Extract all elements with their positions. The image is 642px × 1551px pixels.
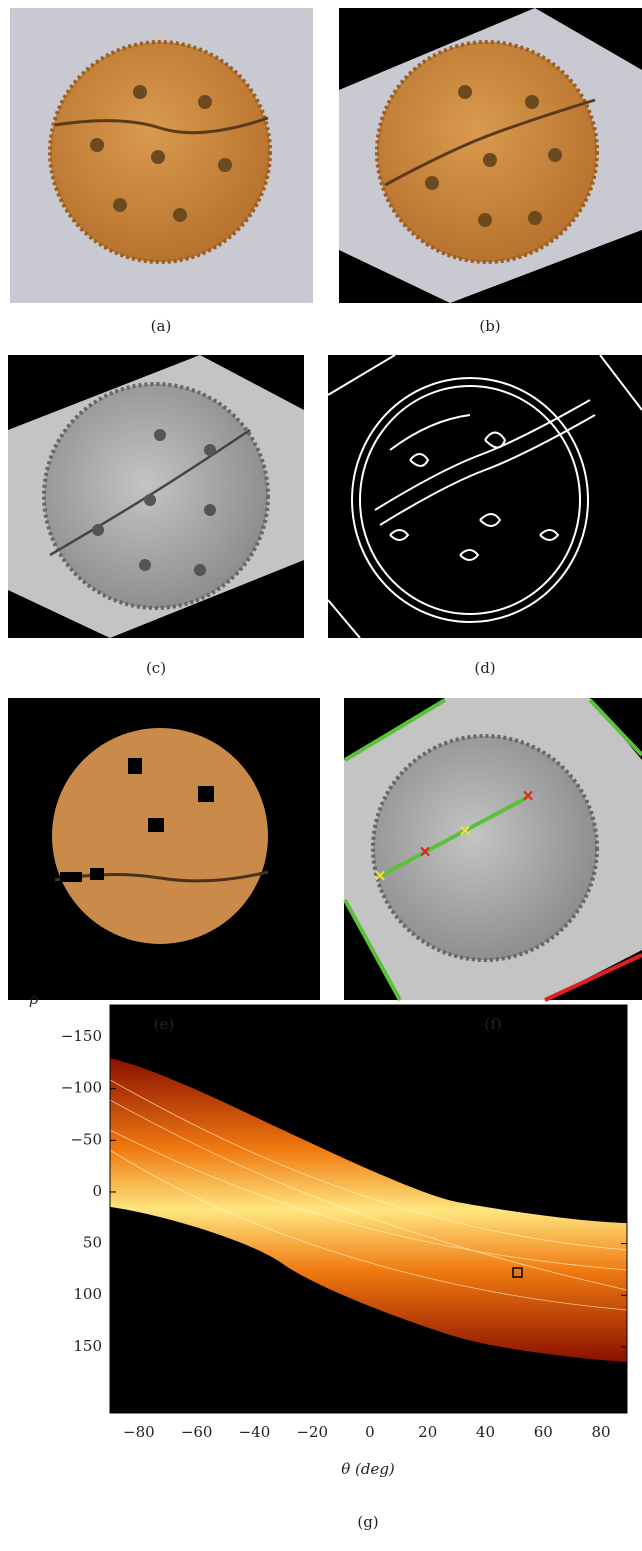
y-tick-label: −150: [61, 1027, 102, 1045]
svg-text:✕: ✕: [374, 867, 387, 885]
panel-label: (c): [146, 659, 166, 677]
figure: ✕ ✕ ✕ ✕ (a) (b) (c) (d) (e) (f) (g) θ (deg)…: [0, 0, 642, 1551]
page-body: ✕ ✕ ✕ ✕ (a) (b) (c) (d) (e) (f) (g) θ (deg)…: [0, 0, 642, 1551]
y-tick-label: 0: [92, 1182, 102, 1200]
x-tick-label: −40: [239, 1423, 271, 1441]
panel-a-image: [10, 8, 313, 303]
panel-label: (f): [484, 1015, 501, 1033]
y-tick-label: −100: [61, 1079, 102, 1097]
panel-b-image: [339, 8, 642, 303]
svg-text:✕: ✕: [419, 843, 432, 861]
x-axis-label: θ (deg): [341, 1460, 395, 1478]
y-axis-label: ρ: [29, 990, 39, 1008]
y-tick-label: 50: [83, 1234, 102, 1252]
panel-d-image: [328, 355, 642, 638]
x-tick-label: −80: [123, 1423, 155, 1441]
panel-label: (e): [154, 1015, 175, 1033]
panel-f-image: ✕ ✕ ✕ ✕: [344, 698, 642, 1000]
x-tick-label: 40: [476, 1423, 495, 1441]
page: {"panels": {"a": "(a)", "b": "(b)", "c":…: [0, 0, 642, 1551]
panel-label: (a): [151, 317, 172, 335]
x-tick-label: −60: [181, 1423, 213, 1441]
panel-label: (d): [474, 659, 495, 677]
x-tick-label: 0: [365, 1423, 375, 1441]
x-tick-label: 20: [418, 1423, 437, 1441]
panel-c-image: [8, 355, 304, 638]
y-tick-label: −50: [70, 1130, 102, 1148]
x-tick-label: 60: [534, 1423, 553, 1441]
x-tick-label: −20: [296, 1423, 328, 1441]
y-tick-label: 100: [73, 1285, 102, 1303]
svg-text:✕: ✕: [522, 787, 535, 805]
panel-label: (b): [479, 317, 500, 335]
x-tick-label: 80: [591, 1423, 610, 1441]
panel-label: (g): [357, 1513, 378, 1531]
panel-e-image: [8, 698, 320, 1000]
y-tick-label: 150: [73, 1337, 102, 1355]
svg-text:✕: ✕: [459, 822, 472, 840]
